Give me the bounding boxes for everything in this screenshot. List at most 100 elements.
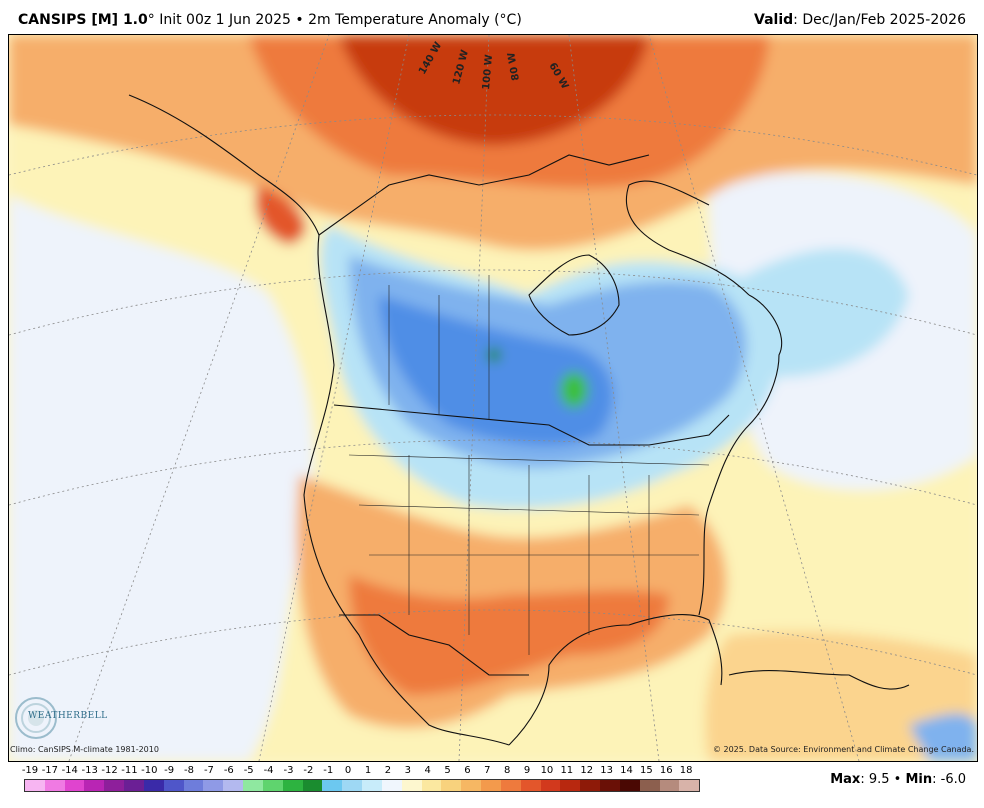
legend-swatch: [619, 780, 640, 791]
chart-title: CANSIPS [M] 1.0° Init 00z 1 Jun 2025 • 2…: [18, 12, 522, 28]
legend-tick-label: 5: [444, 765, 451, 776]
legend-swatch: [183, 780, 204, 791]
legend-tick-label: -10: [141, 765, 158, 776]
legend-swatch: [481, 780, 501, 791]
legend-tick-label: 0: [344, 765, 352, 776]
logo-text: WEATHERBELL: [28, 711, 108, 721]
legend-tick-label: 8: [503, 765, 511, 776]
legend-tick-label: -7: [203, 765, 214, 776]
legend-swatch: [679, 780, 700, 791]
legend-tick-label: -9: [164, 765, 175, 776]
valid-period: Valid: Dec/Jan/Feb 2025-2026: [754, 12, 966, 28]
map-canvas: 140 W 120 W 100 W 80 W 60 W: [9, 35, 977, 761]
southeast-cool-corner: [909, 713, 977, 761]
legend-tick-label: 4: [424, 765, 431, 776]
min-value: : -6.0: [932, 772, 966, 787]
legend-swatch: [282, 780, 303, 791]
legend-tick-label: 14: [620, 765, 633, 776]
legend-tick-label: -14: [61, 765, 78, 776]
legend-swatch: [362, 780, 382, 791]
coastlines-borders: [128, 94, 910, 746]
valid-label: Valid: [754, 12, 794, 28]
legend-labels: -19 -17 -14 -13 -12 -11 -10 -9 -8 -7 -6 -5 -4 -3 -2 -1 0…: [22, 765, 700, 779]
init-and-variable: ° Init 00z 1 Jun 2025 • 2m Temperature A…: [147, 12, 522, 28]
state-borders: [348, 275, 710, 655]
legend-swatch: [322, 780, 343, 791]
pacific-neutral-region: [9, 195, 314, 761]
legend-swatch: [84, 780, 105, 791]
legend-tick-label: 10: [540, 765, 554, 776]
copyright-note: © 2025. Data Source: Environment and Cli…: [712, 745, 974, 754]
climatology-note: Climo: CanSIPS M-climate 1981-2010: [10, 745, 159, 754]
legend-swatch: [262, 780, 283, 791]
arctic-max-warm: [339, 35, 649, 145]
legend-tick-label: -8: [184, 765, 195, 776]
legend-swatch: [560, 780, 581, 791]
legend-swatch: [401, 780, 422, 791]
legend-swatch: [421, 780, 442, 791]
canada-coldest-core: [379, 295, 614, 446]
legend-tick-label: 12: [580, 765, 594, 776]
legend-tick-label: 7: [484, 765, 491, 776]
legend-tick-label: -2: [303, 765, 314, 776]
legend-tick-label: -4: [263, 765, 274, 776]
legend-swatch: [441, 780, 462, 791]
legend-tick-label: -19: [21, 765, 39, 776]
legend-tick-label: -13: [81, 765, 98, 776]
legend-swatch: [600, 780, 620, 791]
legend-swatch: [163, 780, 184, 791]
legend-swatch: [44, 780, 65, 791]
legend-swatch: [342, 780, 363, 791]
legend-tick-label: 3: [404, 765, 411, 776]
lon-label-80w: 80 W: [506, 51, 522, 81]
max-label: Max: [830, 772, 861, 787]
legend-tick-label: -17: [41, 765, 59, 776]
alaska-warm-core: [255, 185, 306, 245]
legend-tick-label: -12: [101, 765, 118, 776]
legend-tick-label: -1: [323, 765, 334, 776]
legend-tick-label: 16: [659, 765, 673, 776]
legend-swatch: [64, 780, 85, 791]
legend-tick-label: 15: [639, 765, 653, 776]
legend-tick-label: -3: [283, 765, 294, 776]
color-legend: -19 -17 -14 -13 -12 -11 -10 -9 -8 -7 -6 -5 -4 -3 -2 -1 0…: [22, 765, 700, 805]
legend-swatch: [520, 780, 541, 791]
max-value: : 9.5 •: [860, 772, 906, 787]
lon-label-100w: 100 W: [481, 54, 495, 90]
legend-swatch: [104, 780, 125, 791]
great-lakes-anomaly-core: [560, 372, 588, 408]
legend-swatch: [500, 780, 521, 791]
min-label: Min: [905, 772, 933, 787]
legend-tick-label: 2: [384, 765, 392, 776]
weatherbell-logo-icon: [15, 697, 57, 739]
legend-swatch: [243, 780, 263, 791]
legend-swatch: [143, 780, 164, 791]
legend-swatch: [639, 780, 660, 791]
legend-swatch: [580, 780, 601, 791]
legend-tick-label: 6: [464, 765, 471, 776]
legend-swatch: [461, 780, 482, 791]
legend-tick-label: 1: [364, 765, 372, 776]
legend-swatch: [381, 780, 402, 791]
legend-tick-label: -11: [121, 765, 138, 776]
legend-swatch: [25, 780, 45, 791]
legend-tick-label: 11: [560, 765, 574, 776]
legend-swatch: [203, 780, 224, 791]
valid-value: : Dec/Jan/Feb 2025-2026: [793, 12, 966, 28]
legend-swatch: [659, 780, 680, 791]
graticule: [9, 35, 977, 761]
legend-tick-label: 18: [679, 765, 693, 776]
legend-tick-label: -5: [243, 765, 254, 776]
legend-swatch: [124, 780, 144, 791]
model-name: CANSIPS [M] 1.0: [18, 12, 148, 28]
legend-tick-label: 13: [600, 765, 613, 776]
legend-color-bar: [24, 779, 700, 792]
hudson-anomaly-core: [487, 348, 501, 362]
anomaly-map: 140 W 120 W 100 W 80 W 60 W: [8, 34, 978, 762]
header: CANSIPS [M] 1.0° Init 00z 1 Jun 2025 • 2…: [0, 0, 984, 34]
legend-swatch: [302, 780, 323, 791]
legend-swatch: [540, 780, 561, 791]
caribbean-mild-warm: [705, 631, 977, 761]
legend-tick-label: 9: [523, 765, 531, 776]
legend-tick-label: -6: [223, 765, 234, 776]
